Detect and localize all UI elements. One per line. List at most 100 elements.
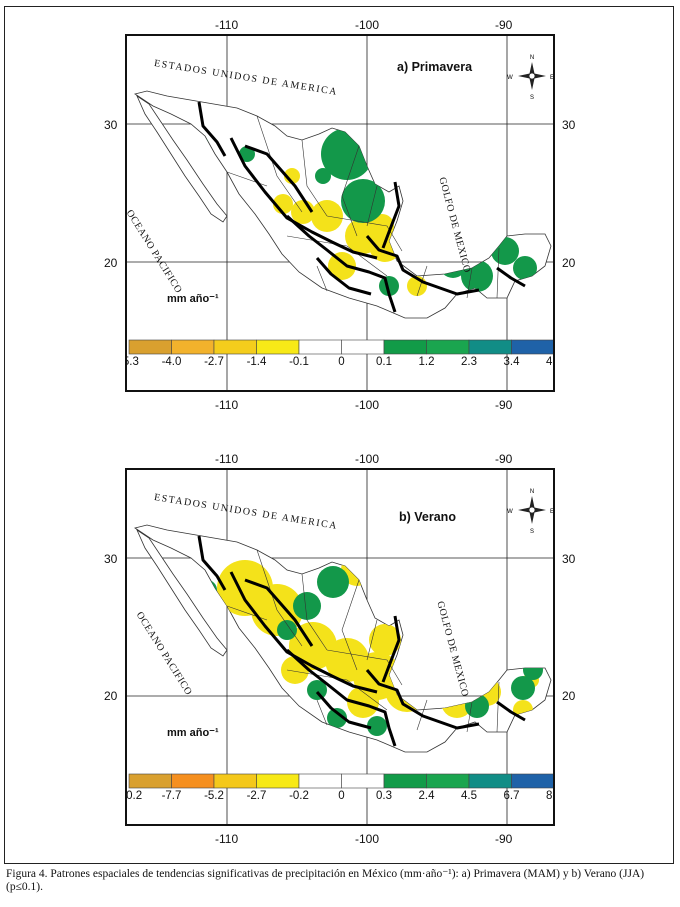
colorbar-tick-label: 4.5 — [461, 790, 477, 802]
basin-boundary — [315, 257, 372, 296]
colorbar-segment — [426, 773, 470, 789]
compass-icon: N S E W — [507, 55, 553, 101]
compass-label-e: E — [550, 509, 553, 515]
positive-trend-patch — [197, 580, 217, 600]
state-border — [496, 247, 500, 299]
compass-center — [528, 506, 536, 514]
lat-tick-left: 20 — [104, 689, 118, 703]
positive-trend-patch — [277, 620, 297, 640]
lon-tick-top: -90 — [495, 452, 513, 466]
panel-title: a) Primavera — [397, 60, 473, 74]
colorbar-tick-label: 1.2 — [418, 356, 435, 368]
positive-trend-patch — [307, 680, 327, 700]
state-border — [256, 549, 303, 647]
compass-label-n: N — [530, 489, 534, 495]
negative-trend-patch — [347, 686, 379, 718]
lon-tick-bottom: -100 — [355, 832, 380, 846]
positive-trend-patch — [341, 179, 385, 223]
colorbar-tick-label: 2.4 — [418, 790, 435, 802]
panel-title: b) Verano — [399, 510, 456, 524]
basin-boundary — [197, 535, 227, 591]
basin-boundaries — [197, 535, 526, 747]
state-border — [326, 215, 403, 252]
basin-boundary — [285, 214, 397, 313]
baja-land — [136, 528, 228, 657]
basin-boundary — [244, 144, 314, 213]
lon-tick-bottom: -110 — [215, 398, 239, 412]
compass-label-w: W — [507, 75, 513, 81]
units-label: mm año⁻¹ — [167, 293, 219, 305]
colorbar-segment — [511, 339, 553, 355]
colorbar-segment — [256, 339, 300, 355]
state-border — [326, 649, 403, 686]
positive-trend-patch — [309, 98, 325, 114]
basin-boundaries — [197, 101, 526, 313]
colorbar-segment — [128, 773, 172, 789]
colorbar-tick-label: 8.2 — [546, 790, 553, 802]
lon-tick-bottom: -90 — [495, 398, 513, 412]
basin-boundary — [381, 615, 401, 683]
colorbar-segment — [213, 339, 257, 355]
lat-tick-right: 20 — [562, 689, 576, 703]
state-border — [286, 235, 388, 277]
state-border — [496, 681, 500, 733]
baja-land — [136, 94, 228, 223]
colorbar — [128, 773, 553, 789]
colorbar-tick-label: 4.5 — [546, 356, 553, 368]
positive-trend-patch — [293, 592, 321, 620]
colorbar-tick-label: 0.1 — [376, 356, 392, 368]
colorbar-segment — [128, 339, 172, 355]
colorbar-tick-label: -0.2 — [289, 790, 309, 802]
compass-label-n: N — [530, 55, 534, 61]
colorbar-tick-label: 3.4 — [503, 356, 520, 368]
lon-tick-top: -100 — [355, 452, 380, 466]
colorbar-segment — [213, 773, 257, 789]
map-panel-spring: NSEW a) Primavera ESTADOS UNIDOS DE AMER… — [125, 34, 555, 392]
colorbar-tick-label: 0 — [338, 790, 345, 802]
state-border — [301, 139, 328, 217]
colorbar-tick-label: -4.0 — [161, 356, 182, 368]
positive-trend-patch — [511, 676, 535, 700]
lon-tick-top: -110 — [215, 18, 239, 32]
colorbar-tick-label: -0.1 — [289, 356, 309, 368]
colorbar-tick-label: 0.3 — [376, 790, 392, 802]
state-border — [366, 619, 378, 661]
colorbar-tick-label: 2.3 — [461, 356, 477, 368]
basin-boundary — [285, 648, 397, 747]
basin-boundary — [496, 700, 526, 722]
positive-trend-patch — [239, 146, 255, 162]
colorbar-tick-label: 0 — [338, 356, 345, 368]
lat-tick-right: 20 — [562, 256, 576, 270]
positive-trend-patch — [367, 716, 387, 736]
basin-boundary — [365, 669, 480, 730]
basin-boundary — [229, 137, 378, 260]
negative-trend-patch — [513, 700, 533, 720]
basin-boundary — [315, 691, 372, 730]
positive-trend-patch — [379, 276, 399, 296]
colorbar-segment — [341, 773, 385, 789]
lon-tick-top: -90 — [495, 18, 513, 32]
state-border — [366, 185, 378, 227]
colorbar-segment — [426, 339, 470, 355]
basin-boundary — [381, 181, 401, 249]
figure-frame — [4, 6, 674, 864]
lat-tick-left: 30 — [104, 552, 118, 566]
state-border — [341, 145, 360, 237]
basin-boundary — [365, 235, 480, 296]
positive-trend-patch — [259, 525, 275, 538]
positive-trend-patch — [465, 694, 489, 718]
positive-trend-patch — [411, 230, 443, 262]
colorbar-segment — [468, 773, 512, 789]
colorbar-tick-label: -2.7 — [246, 790, 267, 802]
figure-caption: Figura 4. Patrones espaciales de tendenc… — [6, 868, 645, 893]
negative-trend-patch — [413, 634, 441, 662]
map-panel-summer: NSEW b) Verano ESTADOS UNIDOS DE AMERICA… — [125, 468, 555, 826]
basin-boundary — [244, 578, 314, 647]
compass-label-e: E — [550, 75, 553, 81]
compass-center — [528, 72, 536, 80]
colorbar-tick-label: 6.7 — [503, 790, 520, 802]
colorbar — [128, 339, 553, 355]
colorbar-tick-label: -5.2 — [204, 790, 224, 802]
colorbar-segment — [298, 339, 342, 355]
colorbar-segment — [383, 773, 427, 789]
